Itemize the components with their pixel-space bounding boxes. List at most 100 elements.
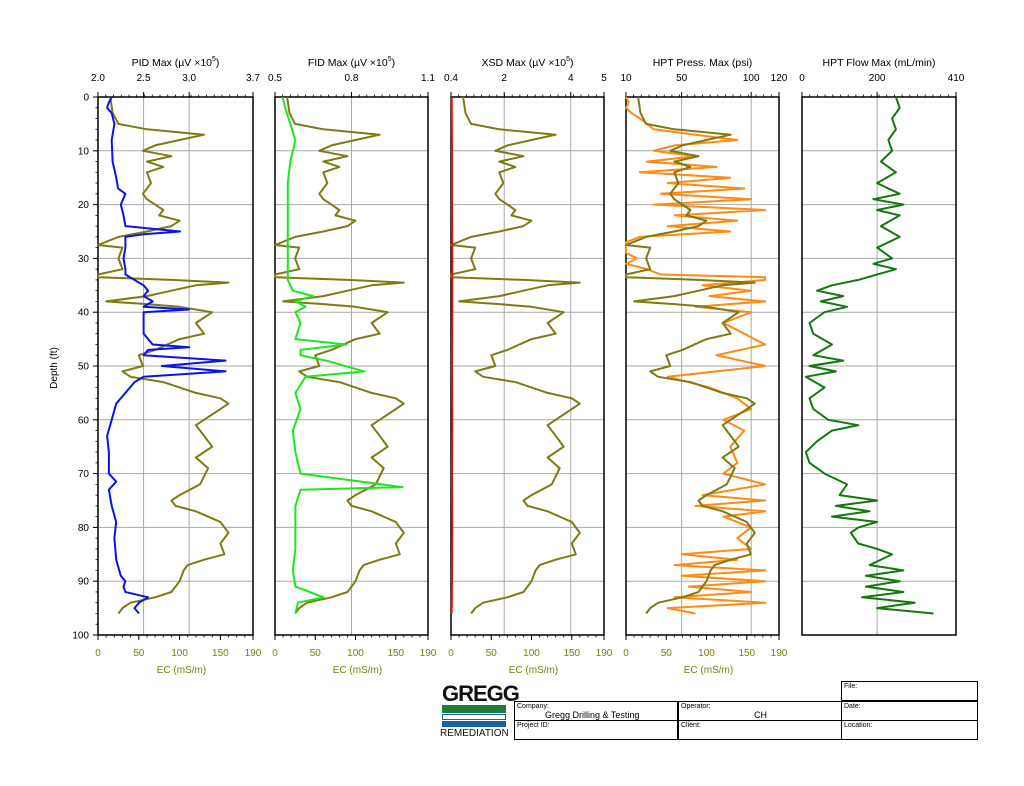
top-tick-label: 200	[869, 73, 886, 84]
depth-axis-label: Depth (ft)	[49, 347, 60, 389]
track-title: FID Max (µV ×105)	[308, 56, 395, 69]
depth-tick-label: 60	[78, 415, 90, 426]
track-title-end: )	[216, 57, 220, 69]
top-tick-label: 410	[948, 73, 965, 84]
track-1: PID Max (µV ×105) 2.0 2.5 3.0 3.7 0 50 100 150 19…	[91, 56, 262, 676]
tracks-layer: PID Max (µV ×105)2.0 2.5 3.0 3.70 50 100 150 19…	[72, 56, 964, 676]
top-tick-label: 120	[771, 73, 788, 84]
ec-axis-label: EC (mS/m)	[509, 665, 558, 676]
ec-axis-label: EC (mS/m)	[333, 665, 382, 676]
top-tick-label: 0.5	[268, 73, 282, 84]
depth-tick-label: 20	[78, 200, 90, 211]
pid-series	[106, 96, 227, 615]
top-tick-label: 0.8	[345, 73, 359, 84]
bottom-tick-label: 150	[212, 648, 229, 659]
operator-label: Operator:	[681, 703, 711, 710]
client-label: Client:	[681, 722, 701, 729]
top-tick-label: 10	[620, 73, 632, 84]
bottom-tick-label: 50	[661, 648, 673, 659]
bottom-tick-label: 100	[347, 648, 364, 659]
project-label: Project ID:	[517, 722, 550, 729]
top-tick-label: 3.0	[182, 73, 196, 84]
depth-tick-label: 40	[78, 308, 90, 319]
bottom-tick-label: 190	[420, 648, 437, 659]
ec-axis-label: EC (mS/m)	[684, 665, 733, 676]
project-cell: Project ID:	[514, 720, 678, 740]
operator-cell: Operator: CH	[678, 701, 842, 721]
date-cell: Date:	[841, 701, 978, 721]
bottom-tick-label: 150	[387, 648, 404, 659]
bottom-tick-label: 100	[171, 648, 188, 659]
track-title: HPT Press. Max (psi)	[653, 57, 753, 69]
log-chart: Depth (ft) PID Max (µV ×105) 2.0 2.5 3.0 3.7…	[49, 56, 965, 676]
bottom-tick-label: 50	[310, 648, 322, 659]
file-label: File:	[844, 683, 858, 690]
logo-subtitle: REMEDIATION	[440, 728, 509, 739]
bottom-tick-label: 100	[523, 648, 540, 659]
location-cell: Location:	[841, 720, 978, 740]
top-tick-label: 3.7	[246, 73, 260, 84]
top-tick-label: 5	[601, 73, 607, 84]
bottom-tick-label: 190	[245, 648, 262, 659]
track-title-exponent: 5	[212, 56, 216, 63]
bottom-tick-label: 100	[698, 648, 715, 659]
logo-blue-bar	[442, 721, 506, 727]
xsd-series	[450, 96, 454, 614]
bottom-tick-label: 50	[486, 648, 498, 659]
operator-value: CH	[754, 710, 767, 720]
bottom-tick-label: 190	[771, 648, 788, 659]
top-tick-label: 2.0	[91, 73, 105, 84]
top-tick-label: 2.5	[137, 73, 151, 84]
ec-series	[274, 96, 405, 615]
depth-tick-label: 70	[78, 469, 90, 480]
depth-tick-label: 80	[78, 523, 90, 534]
logo-wordmark: GREGG	[442, 681, 520, 706]
bottom-tick-label: 150	[738, 648, 755, 659]
depth-tick-label: 30	[78, 254, 90, 265]
company-cell: Company: Gregg Drilling & Testing	[514, 701, 678, 721]
ec-axis-label: EC (mS/m)	[157, 665, 206, 676]
client-cell: Client:	[678, 720, 842, 740]
bottom-tick-label: 0	[95, 648, 101, 659]
track-title-exponent: 5	[388, 56, 392, 63]
depth-tick-label: 0	[83, 93, 89, 104]
ec-series	[625, 96, 756, 615]
top-tick-label: 4	[568, 73, 574, 84]
bottom-tick-label: 0	[448, 648, 454, 659]
logo-green-bar	[442, 705, 506, 713]
ec-series	[450, 96, 581, 615]
company-logo: GREGG REMEDIATION	[438, 681, 520, 741]
logo-white-bar	[442, 714, 506, 720]
file-cell: File:	[841, 681, 978, 701]
track-title-end: )	[392, 57, 396, 69]
hpt-flow-series	[804, 96, 934, 615]
title-block: GREGG REMEDIATION File: Company: Gregg D…	[438, 681, 978, 741]
ec-series	[97, 96, 230, 615]
track-title-end: )	[570, 57, 574, 69]
bottom-tick-label: 0	[272, 648, 278, 659]
fid-series	[281, 96, 404, 614]
depth-tick-label: 10	[78, 146, 90, 157]
top-tick-label: 1.1	[421, 73, 435, 84]
location-label: Location:	[844, 722, 873, 729]
track-title: PID Max (µV ×105)	[132, 56, 220, 69]
track-5: HPT Flow Max (mL/min) 0 200 410	[799, 57, 965, 636]
top-tick-label: 2	[501, 73, 507, 84]
company-value: Gregg Drilling & Testing	[545, 710, 640, 720]
top-tick-label: 0	[799, 73, 805, 84]
track-title-exponent: 5	[566, 56, 570, 63]
company-label: Company:	[517, 703, 549, 710]
date-label: Date:	[844, 703, 861, 710]
track-2: FID Max (µV ×105) 0.5 0.8 1.1 0 50 100 150 190 EC…	[268, 56, 437, 676]
hpt-press-series	[625, 96, 767, 615]
bottom-tick-label: 150	[563, 648, 580, 659]
bottom-tick-label: 190	[596, 648, 613, 659]
top-tick-label: 50	[676, 73, 688, 84]
bottom-tick-label: 50	[133, 648, 145, 659]
bottom-tick-label: 0	[623, 648, 629, 659]
depth-tick-label: 100	[72, 631, 89, 642]
track-title: XSD Max (µV ×105)	[482, 56, 574, 69]
top-tick-label: 0.4	[444, 73, 458, 84]
track-4: HPT Press. Max (psi) 10 50 100 120 0 50 100 150 1…	[620, 57, 787, 676]
